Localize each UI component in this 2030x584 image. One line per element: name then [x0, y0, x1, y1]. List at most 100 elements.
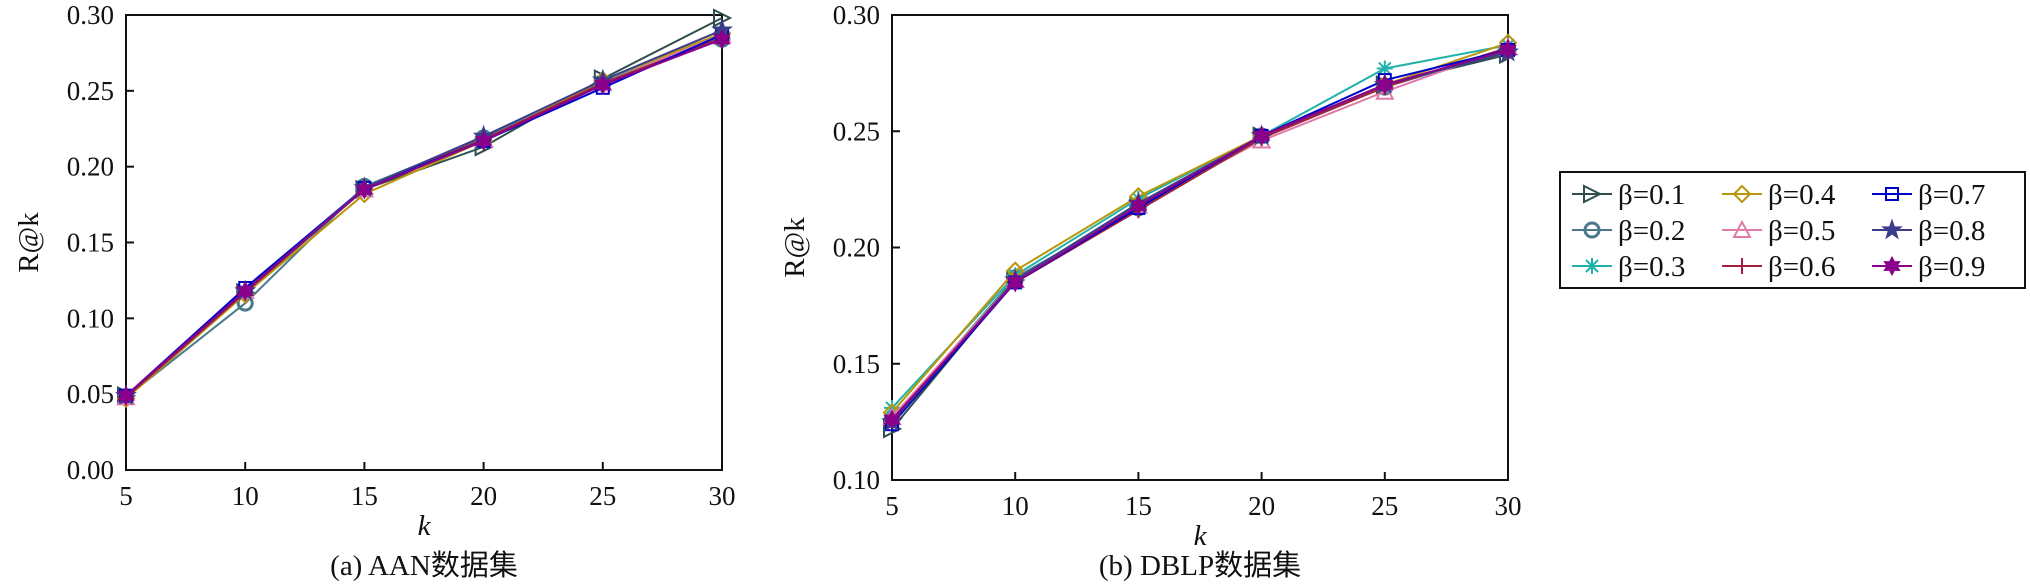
legend-entry-beta-0-5: β=0.5	[1722, 215, 1835, 247]
legend-marker	[1881, 218, 1903, 240]
series-beta-0-6-aan	[118, 29, 730, 406]
series-line	[891, 48, 1509, 421]
legend-box	[1559, 171, 2026, 289]
series-line	[891, 48, 1509, 421]
series-beta-0-4-aan	[116, 23, 732, 409]
legend-marker	[1732, 219, 1752, 238]
x-tick-label: 30	[709, 481, 736, 511]
x-tick-label: 15	[1125, 491, 1152, 521]
series-beta-0-7-dblp	[885, 42, 1515, 432]
series-line	[891, 44, 1509, 409]
legend-entry-beta-0-6: β=0.6	[1722, 251, 1835, 283]
legend-entry-beta-0-9: β=0.9	[1872, 251, 1985, 283]
series-line	[125, 33, 723, 398]
legend-label: β=0.5	[1768, 215, 1835, 247]
series-beta-0-2-aan	[117, 30, 731, 406]
legend-entry-beta-0-2: β=0.2	[1572, 215, 1685, 247]
y-tick-label: 0.30	[67, 0, 114, 30]
legend-marker	[1584, 258, 1600, 274]
y-tick-label: 0.00	[67, 455, 114, 485]
legend-marker	[1883, 255, 1901, 277]
series-line	[891, 53, 1509, 430]
y-tick-label: 0.15	[67, 228, 114, 258]
y-tick-label: 0.15	[833, 349, 880, 379]
x-tick-label: 25	[1371, 491, 1398, 521]
series-line	[125, 29, 723, 397]
data-point	[117, 385, 135, 406]
x-tick-label: 25	[589, 481, 616, 511]
legend-label: β=0.7	[1918, 179, 1985, 211]
legend-label: β=0.8	[1918, 215, 1985, 247]
y-tick-label: 0.10	[833, 465, 880, 495]
x-tick-label: 20	[470, 481, 497, 511]
series-line	[891, 46, 1509, 421]
series-beta-0-2-dblp	[883, 41, 1517, 429]
data-point	[1252, 125, 1271, 146]
legend-label: β=0.3	[1618, 251, 1685, 283]
y-tick-label: 0.25	[833, 116, 880, 146]
series-beta-0-1-dblp	[883, 44, 1519, 439]
x-tick-label: 30	[1495, 491, 1522, 521]
data-point	[883, 409, 901, 430]
y-axis-label: R@k	[779, 217, 811, 278]
x-tick-label: 10	[232, 481, 259, 511]
series-line	[125, 33, 723, 397]
y-tick-label: 0.20	[833, 233, 880, 263]
series-beta-0-4-dblp	[882, 33, 1518, 422]
legend-entry-beta-0-4: β=0.4	[1722, 179, 1836, 211]
series-beta-0-3-dblp	[884, 37, 1516, 416]
data-point	[1499, 39, 1517, 60]
panel-caption: (b) DBLP数据集	[1099, 549, 1301, 582]
series-line	[891, 51, 1509, 423]
y-axis-label: R@k	[13, 212, 45, 273]
plot-frame	[891, 14, 1509, 481]
series-beta-0-5-aan	[116, 24, 732, 406]
series-line	[125, 38, 723, 398]
series-beta-0-8-aan	[115, 18, 733, 406]
data-point	[1129, 195, 1148, 216]
legend-entry-beta-0-1: β=0.1	[1572, 179, 1685, 211]
series-line	[125, 32, 723, 400]
legend-label: β=0.9	[1918, 251, 1985, 283]
series-beta-0-8-dblp	[881, 40, 1519, 432]
data-point	[1376, 74, 1394, 95]
y-tick-label: 0.10	[67, 303, 114, 333]
legend-marker	[1732, 184, 1752, 204]
x-tick-label: 5	[119, 481, 133, 511]
legend-entry-beta-0-7: β=0.7	[1872, 179, 1985, 211]
series-line	[125, 38, 723, 397]
data-point	[1006, 272, 1024, 293]
data-point	[355, 179, 374, 200]
chart-panel-dblp: 5 10 15 20 25 30 0.10 0.15 0.20 0.25 0.30 k R@k (b) D…	[779, 0, 1522, 582]
y-tick-label: 0.30	[833, 0, 880, 30]
x-axis-label: k	[1194, 520, 1208, 552]
plot-frame	[125, 14, 723, 471]
x-tick-label: 15	[351, 481, 378, 511]
legend-entry-beta-0-8: β=0.8	[1872, 215, 1985, 247]
chart-panel-aan: 5 10 15 20 25 30 0.00 0.05 0.10 0.15 0.20 0.25 0.30 k…	[13, 0, 736, 582]
data-point	[594, 74, 612, 95]
data-point	[713, 29, 731, 50]
series-beta-0-9-dblp	[883, 39, 1517, 430]
data-point	[1376, 60, 1393, 77]
series-beta-0-6-dblp	[884, 39, 1516, 428]
legend-label: β=0.1	[1618, 179, 1685, 211]
legend-entry-beta-0-3: β=0.3	[1572, 251, 1685, 283]
series-line	[125, 36, 723, 398]
legend-marker	[1583, 184, 1603, 204]
series-beta-0-5-dblp	[882, 37, 1518, 426]
data-point	[474, 130, 493, 151]
x-axis-label: k	[418, 510, 432, 542]
y-tick-label: 0.05	[67, 379, 114, 409]
x-tick-label: 20	[1248, 491, 1275, 521]
y-tick-label: 0.25	[67, 76, 114, 106]
x-tick-label: 5	[885, 491, 899, 521]
series-line	[891, 41, 1509, 414]
legend: β=0.1 β=0.4 β=0.7 β=0.2 β=0.5 β=0.8 β=0.3 β=0.6…	[1559, 171, 2026, 289]
data-point	[236, 280, 254, 302]
series-line	[891, 46, 1509, 418]
legend-marker	[1734, 258, 1750, 274]
legend-marker	[1583, 221, 1601, 239]
series-beta-0-3-aan	[118, 28, 730, 404]
